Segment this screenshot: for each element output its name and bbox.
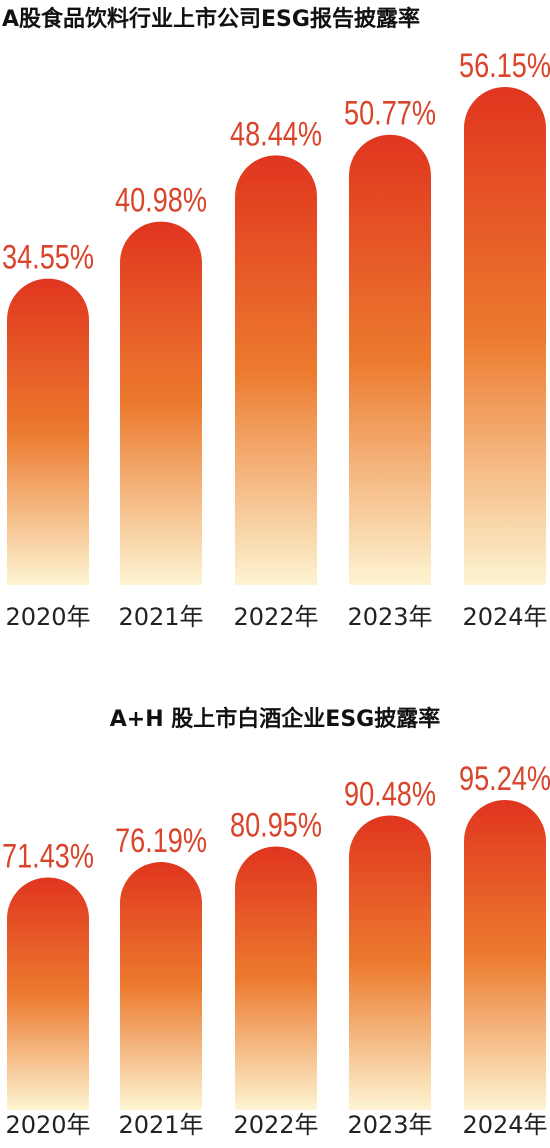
bar xyxy=(120,221,202,585)
chart-title: A+H 股上市白酒企业ESG披露率 xyxy=(110,706,440,732)
x-tick-label: 2024年 xyxy=(462,603,547,631)
bar xyxy=(235,846,317,1110)
bar xyxy=(348,134,431,585)
bar xyxy=(348,815,431,1110)
value-label: 40.98% xyxy=(115,182,207,220)
value-label: 80.95% xyxy=(230,807,322,845)
x-tick-label: 2021年 xyxy=(118,603,203,631)
value-label: 95.24% xyxy=(459,760,550,798)
value-label: 48.44% xyxy=(230,115,322,153)
bar xyxy=(120,862,202,1110)
bar xyxy=(7,278,89,585)
bar xyxy=(235,155,317,586)
x-tick-label: 2023年 xyxy=(347,1111,432,1139)
value-label: 56.15% xyxy=(459,47,550,85)
x-tick-label: 2022年 xyxy=(233,1111,318,1139)
x-tick-label: 2022年 xyxy=(233,603,318,631)
x-tick-label: 2020年 xyxy=(5,603,90,631)
value-label: 50.77% xyxy=(344,95,436,133)
bar xyxy=(464,87,546,585)
value-label: 71.43% xyxy=(2,838,94,876)
bar xyxy=(464,800,546,1110)
value-label: 34.55% xyxy=(2,239,94,277)
chart-title: A股食品饮料行业上市公司ESG报告披露率 xyxy=(2,6,420,32)
x-tick-label: 2020年 xyxy=(5,1111,90,1139)
value-label: 76.19% xyxy=(115,822,207,860)
value-label: 90.48% xyxy=(344,775,436,813)
bar xyxy=(7,877,89,1110)
x-tick-label: 2021年 xyxy=(118,1111,203,1139)
x-tick-label: 2024年 xyxy=(462,1111,547,1139)
x-tick-label: 2023年 xyxy=(347,603,432,631)
